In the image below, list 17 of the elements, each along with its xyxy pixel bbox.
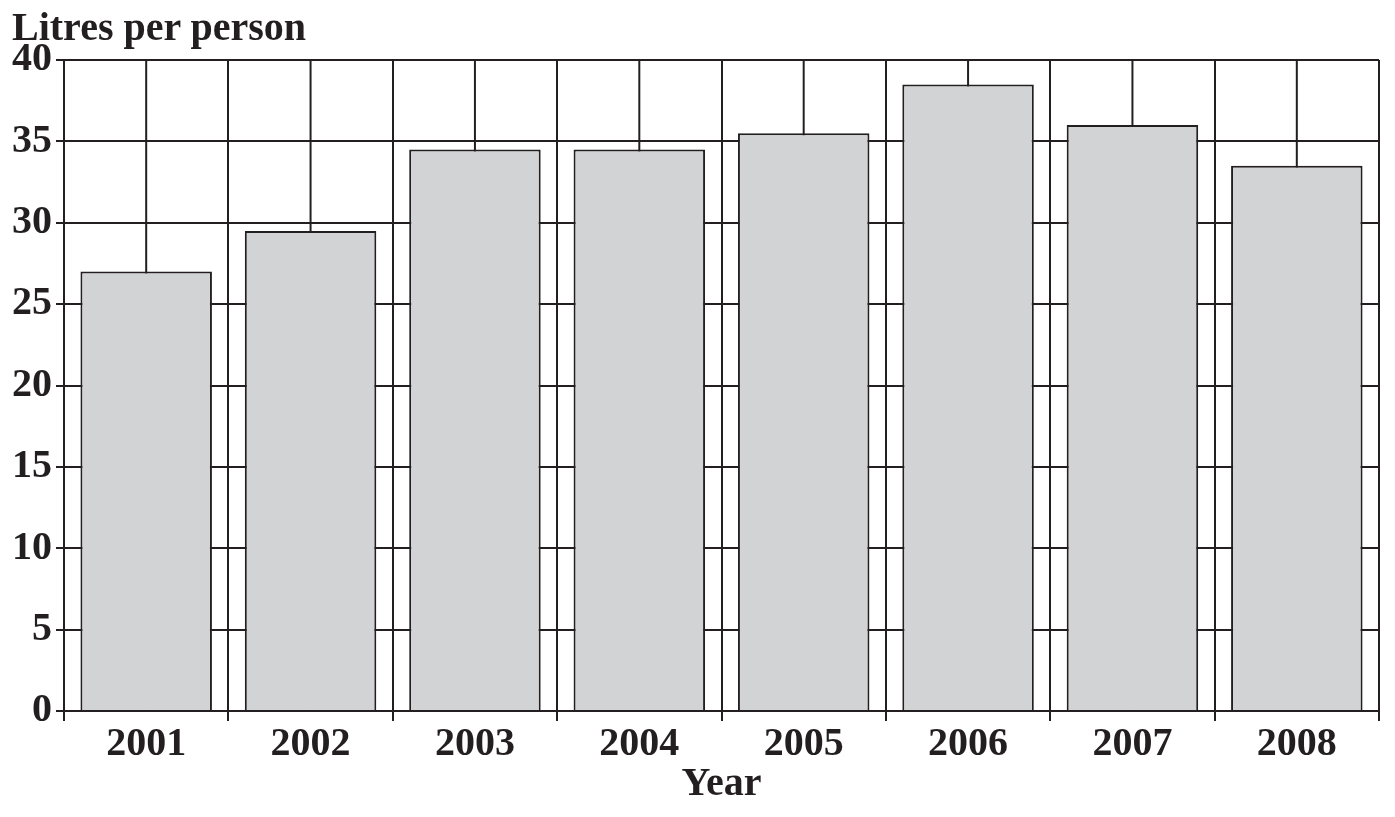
x-tick-label: 2002 (270, 719, 351, 765)
x-tick-label: 2003 (434, 719, 515, 765)
x-axis-title: Year (681, 759, 762, 805)
y-tick-label: 30 (12, 197, 52, 243)
x-tick-label: 2008 (1256, 719, 1337, 765)
y-tick-label: 25 (12, 278, 52, 324)
y-tick-label: 35 (12, 115, 52, 161)
x-tick-label: 2007 (1092, 719, 1173, 765)
x-tick-label: 2006 (928, 719, 1009, 765)
y-tick-label: 0 (32, 685, 52, 731)
x-tick-label: 2005 (763, 719, 844, 765)
x-tick-label: 2004 (599, 719, 680, 765)
x-tick-label: 2001 (106, 719, 187, 765)
y-tick-label: 10 (12, 522, 52, 568)
y-tick-label: 20 (12, 359, 52, 405)
y-tick-label: 15 (12, 441, 52, 487)
y-tick-label: 5 (32, 603, 52, 649)
